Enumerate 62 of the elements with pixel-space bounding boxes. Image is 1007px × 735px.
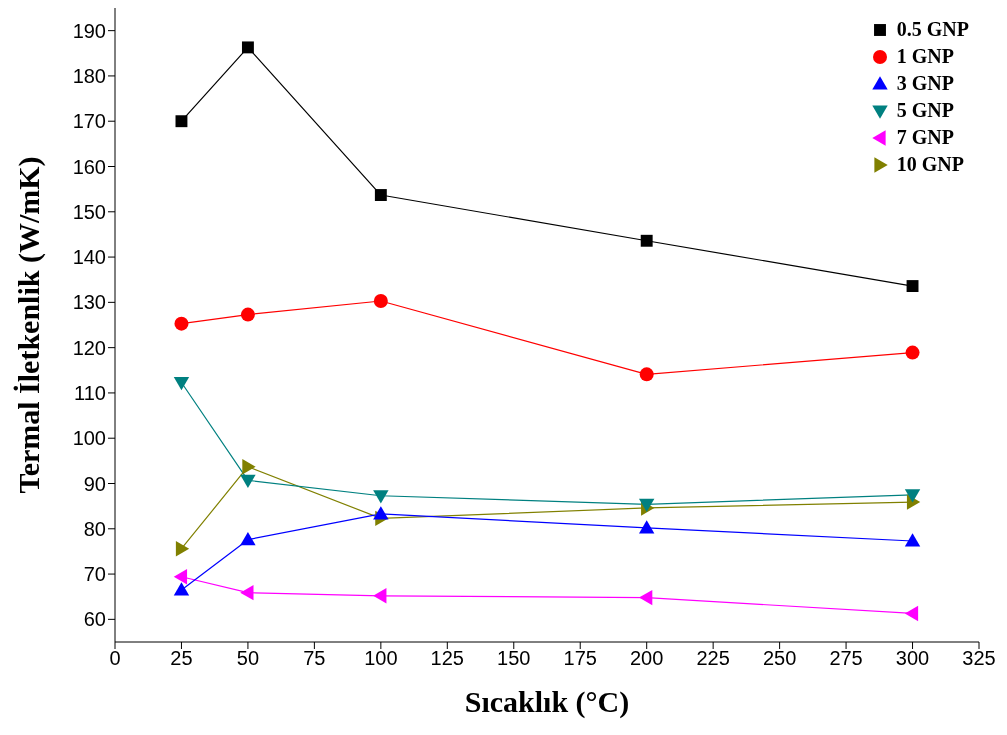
x-tick-label: 150 [497, 647, 531, 670]
point [904, 533, 921, 547]
y-tick-label: 80 [83, 517, 106, 540]
point [242, 459, 256, 475]
x-tick-label: 225 [696, 647, 730, 670]
y-tick-label: 130 [72, 291, 106, 314]
legend-label: 0.5 GNP [896, 18, 969, 41]
point [174, 316, 189, 331]
x-tick-label: 100 [364, 647, 398, 670]
point [906, 280, 919, 292]
point [373, 294, 388, 308]
point [240, 307, 255, 322]
point [240, 531, 256, 546]
legend-label: 1 GNP [896, 45, 954, 68]
point [374, 189, 387, 201]
point [904, 605, 919, 622]
y-tick-label: 100 [72, 427, 106, 450]
x-axis-title: Sıcaklık (°C) [464, 685, 630, 719]
x-tick-label: 125 [430, 647, 464, 670]
point [373, 506, 389, 520]
point [640, 234, 653, 247]
y-tick-label: 70 [83, 563, 106, 586]
point [639, 367, 654, 382]
point [173, 376, 190, 391]
legend-label: 10 GNP [896, 153, 964, 176]
point [240, 584, 254, 601]
point [173, 582, 190, 596]
x-tick-label: 250 [762, 647, 797, 670]
legend-label: 5 GNP [896, 99, 954, 122]
y-axis-title: Termal İletkenlik (W/mK) [11, 156, 46, 494]
x-tick-label: 200 [630, 647, 664, 670]
y-tick-label: 120 [72, 336, 106, 359]
point [373, 588, 387, 604]
x-tick-label: 25 [170, 647, 193, 670]
point [904, 489, 921, 503]
point [175, 115, 188, 128]
x-tick-label: 325 [962, 647, 996, 670]
y-tick-label: 90 [83, 472, 106, 495]
legend-label: 3 GNP [896, 72, 954, 95]
y-tick-label: 150 [72, 200, 106, 223]
y-tick-label: 60 [83, 608, 106, 631]
y-tick-label: 110 [74, 382, 106, 405]
point [240, 474, 256, 489]
y-tick-label: 170 [72, 110, 106, 133]
y-tick-label: 160 [72, 155, 106, 178]
point [905, 345, 920, 360]
y-tick-label: 140 [72, 246, 106, 269]
x-tick-label: 175 [563, 647, 597, 670]
y-tick-label: 190 [72, 19, 106, 42]
x-tick-label: 50 [236, 647, 260, 670]
legend-label: 7 GNP [896, 126, 954, 149]
point [373, 490, 389, 504]
point [638, 520, 655, 534]
x-tick-label: 275 [829, 647, 863, 670]
y-tick-label: 180 [72, 65, 106, 88]
x-tick-label: 0 [109, 647, 121, 670]
x-tick-label: 75 [303, 647, 326, 670]
point [638, 589, 653, 606]
x-tick-label: 300 [895, 647, 930, 670]
point [241, 41, 254, 54]
point [173, 569, 188, 585]
point [175, 541, 190, 557]
